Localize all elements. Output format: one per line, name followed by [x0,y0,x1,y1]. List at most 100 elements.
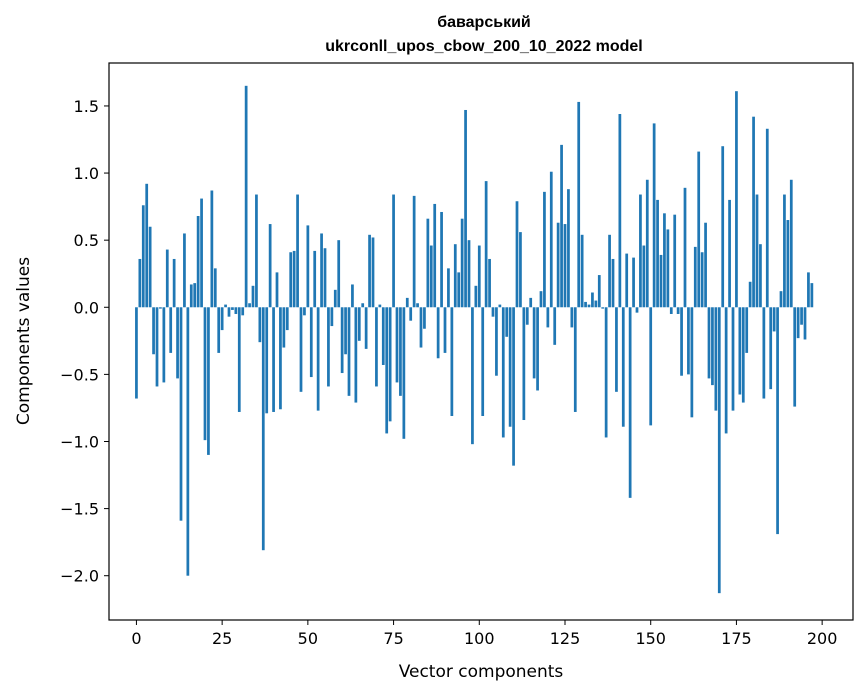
chart-title: баварський [437,14,531,31]
bar [639,194,642,308]
bar [423,307,426,329]
y-tick-label: −2.0 [60,567,99,586]
bar [714,307,718,411]
bar [433,203,437,308]
y-tick-label: 1.0 [74,164,99,183]
bar [258,307,262,343]
bar [275,272,279,308]
bar [611,258,615,308]
bar [789,179,793,308]
bar [807,272,810,308]
bar [608,234,611,308]
bar [549,171,553,308]
bar [464,109,467,308]
bar [759,244,762,308]
bar [327,307,330,387]
bar [196,216,200,308]
x-axis-label: Vector components [399,662,564,682]
bar [793,307,797,407]
bar [628,307,632,498]
bar [563,224,567,308]
bar [330,307,334,327]
bar [577,101,581,308]
bar [604,307,608,438]
y-tick-label: −1.5 [60,500,99,519]
bar [265,307,269,414]
bar [443,307,447,353]
bar [395,307,399,383]
bar [316,307,320,411]
bar [453,244,457,308]
bar [224,304,227,308]
bar [505,307,509,337]
bar [762,307,766,399]
bar [748,281,752,308]
bar [532,307,536,379]
bar [687,307,690,375]
bar [567,189,570,308]
bar [460,218,464,308]
bar [615,307,618,392]
bar [594,300,598,308]
bar [683,187,687,308]
bar [704,222,707,308]
x-tick-label: 125 [550,629,581,648]
bar [560,144,563,308]
bar [340,307,344,374]
bar [251,285,255,308]
bar [645,179,649,308]
bar [635,307,639,313]
bar [471,307,474,445]
bar [810,283,814,308]
bar [375,307,378,387]
bar [169,307,173,353]
bar [783,194,786,308]
bar [450,307,454,416]
bar [289,252,293,308]
bar [738,307,742,395]
bar [313,250,317,308]
bar [426,218,430,308]
bar [244,85,248,308]
bar [333,289,337,308]
bar [765,128,769,308]
bar [649,307,653,426]
bar [803,307,807,340]
bar [724,307,728,434]
bar [597,275,601,308]
bar [268,224,272,308]
bar [731,307,735,411]
x-tick-label: 200 [807,629,838,648]
bar [512,307,515,466]
bar [721,146,725,308]
bar [522,307,526,421]
bar [474,285,478,308]
bar [618,114,622,308]
bar [508,307,512,427]
bar [183,233,186,308]
bar [378,304,382,308]
bar [769,307,773,390]
bar [642,245,646,308]
bar [700,252,704,308]
y-tick-label: −0.5 [60,365,99,384]
bar [138,258,142,308]
bar [388,307,392,422]
bar [299,307,303,392]
chart-subtitle: ukrconll_upos_cbow_200_10_2022 model [325,38,642,55]
bar [402,307,406,439]
bar [676,307,680,314]
x-tick-label: 175 [721,629,752,648]
x-tick-label: 100 [464,629,495,648]
bar [210,190,214,308]
bar [364,307,368,349]
bar [632,257,635,308]
bar [303,307,306,316]
bar [361,303,365,308]
bar [707,307,711,379]
bar [141,205,145,308]
bar [498,304,502,308]
bar [416,303,419,308]
bar [285,307,289,331]
